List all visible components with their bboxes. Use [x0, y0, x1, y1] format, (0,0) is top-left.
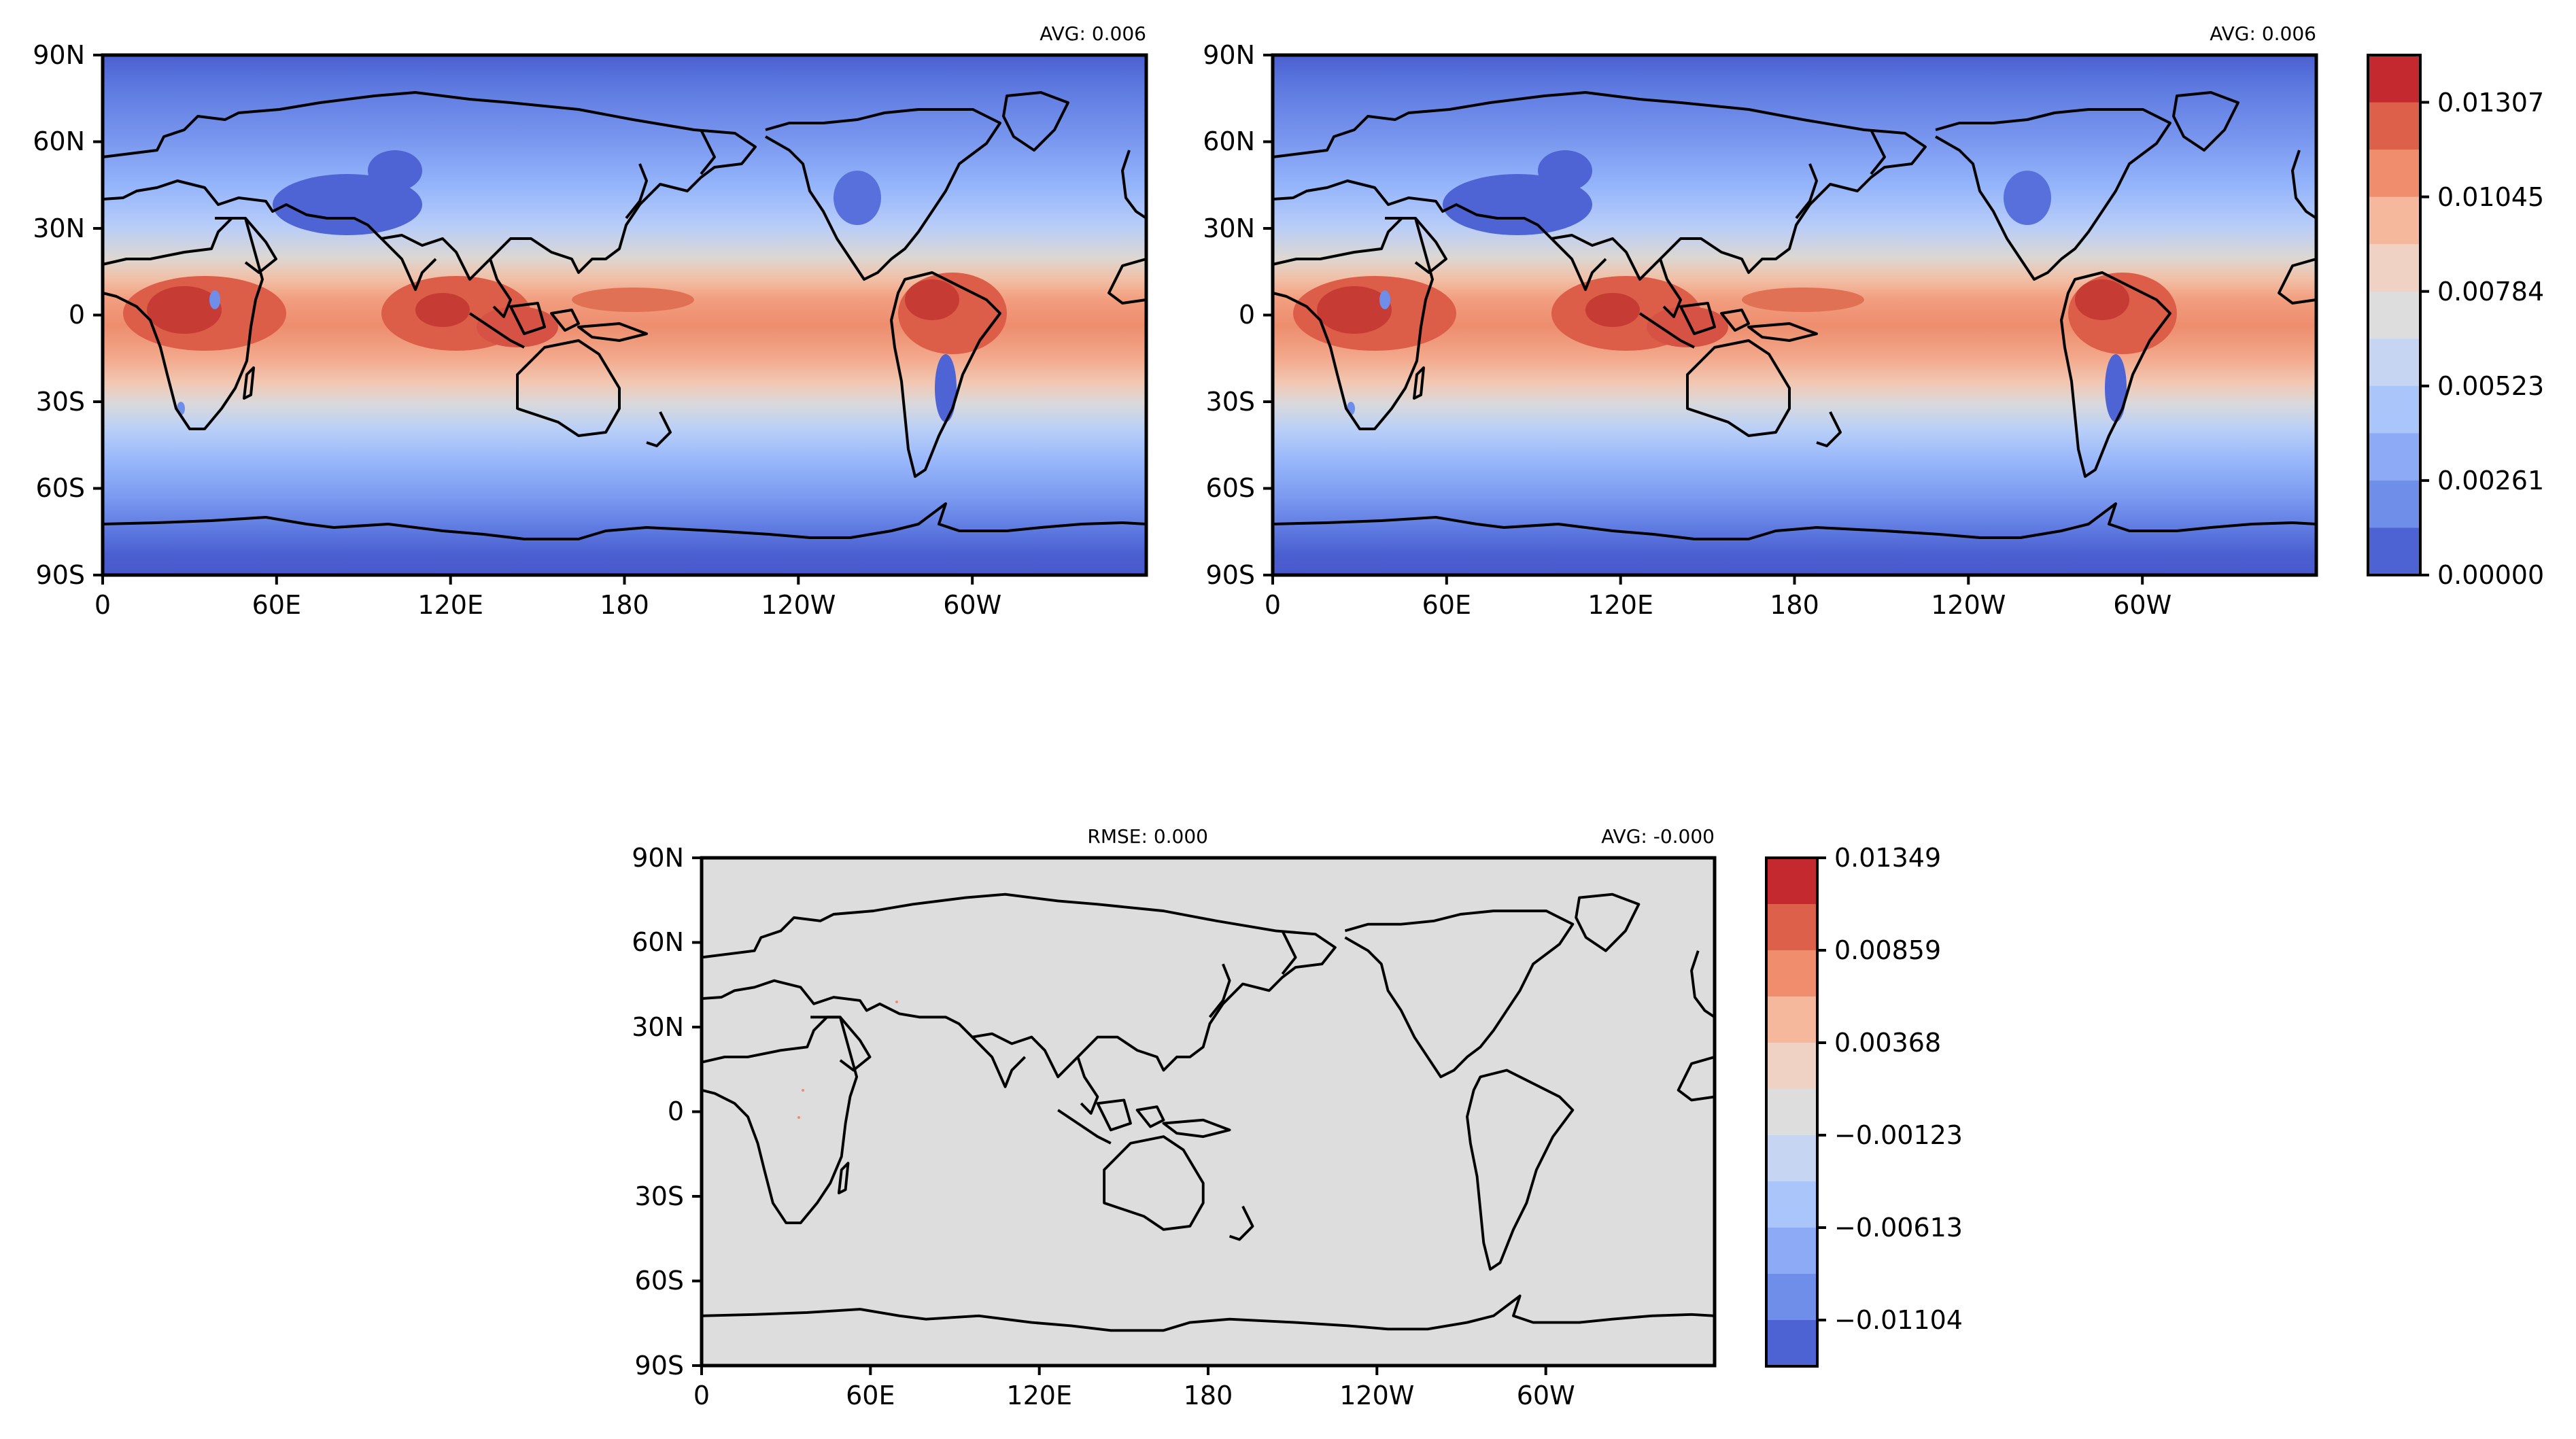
x-tick-label: 60W: [1517, 1381, 1575, 1410]
x-tick-label: 120E: [417, 590, 483, 620]
colorbar-swatch: [2368, 291, 2420, 339]
panel-top-right: AVG: 0.006 90N 60N 30N 0 30S 60S 90S 0 6: [1203, 22, 2318, 620]
colorbar-swatch: [1766, 1043, 1817, 1090]
x-tick-label: 60E: [1422, 590, 1471, 620]
y-tick-label: 90N: [632, 843, 684, 873]
colorbar-tick-label: 0.01349: [1834, 843, 1941, 873]
x-tick-label: 180: [1770, 590, 1819, 620]
colorbar-swatch: [2368, 480, 2420, 529]
y-tick-label: 60N: [1203, 126, 1255, 156]
colorbar-frame: [1765, 856, 1819, 1368]
colorbar-swatch: [2368, 102, 2420, 150]
y-tick-label: 30S: [36, 387, 85, 417]
y-tick-label: 90S: [1206, 560, 1255, 590]
x-tick-label: 60E: [846, 1381, 895, 1410]
colorbar-tick-label: 0.00523: [2437, 371, 2544, 401]
y-tick-label: 90S: [36, 560, 85, 590]
panel-bottom-diff: RMSE: 0.000 AVG: -0.000 90N 60N 30N 0 30…: [632, 825, 1717, 1410]
y-tick-label: 60S: [36, 473, 85, 503]
diff-speck: [895, 1001, 898, 1003]
y-tick-label: 0: [1239, 300, 1255, 330]
colorbar-tick-label: 0.00368: [1834, 1028, 1941, 1058]
map-field: [702, 858, 1715, 1366]
bottom-colorbar: 0.01349 0.00859 0.00368 −0.00123 −0.0061…: [1765, 843, 1963, 1368]
colorbar-swatch: [2368, 150, 2420, 198]
y-tick-label: 30N: [33, 213, 85, 243]
x-axis: 0 60E 120E 180 120W 60W: [693, 1366, 1575, 1410]
colorbar-swatch: [2368, 339, 2420, 387]
x-axis: 0 60E 120E 180 120W 60W: [95, 575, 1001, 620]
colorbar-tick-label: 0.01045: [2437, 182, 2544, 212]
colorbar-swatches: [2368, 55, 2420, 576]
y-tick-label: 60N: [33, 126, 85, 156]
x-tick-label: 60E: [252, 590, 301, 620]
y-tick-label: 60S: [635, 1266, 684, 1296]
colorbar-swatch: [1766, 1181, 1817, 1228]
colorbar-swatches: [1766, 858, 1817, 1367]
annotation-avg: AVG: 0.006: [2210, 22, 2316, 45]
y-tick-label: 30S: [635, 1181, 684, 1211]
y-tick-label: 90S: [635, 1351, 684, 1381]
colorbar-frame: [2367, 54, 2422, 576]
y-tick-label: 30N: [632, 1012, 684, 1042]
colorbar-swatch: [1766, 1320, 1817, 1367]
diff-speck: [802, 1089, 804, 1092]
colorbar-swatch: [1766, 950, 1817, 997]
colorbar-tick-label: −0.01104: [1834, 1305, 1963, 1335]
y-tick-label: 90N: [33, 40, 85, 70]
y-tick-label: 30N: [1203, 213, 1255, 243]
colorbar-swatch: [2368, 244, 2420, 292]
x-tick-label: 0: [95, 590, 111, 620]
colorbar-tick-label: −0.00123: [1834, 1120, 1963, 1150]
annotation-avg: AVG: -0.000: [1601, 825, 1715, 848]
x-tick-label: 180: [600, 590, 649, 620]
x-tick-label: 60W: [2113, 590, 2171, 620]
colorbar-swatch: [1766, 858, 1817, 905]
top-colorbar: 0.01307 0.01045 0.00784 0.00523 0.00261 …: [2367, 54, 2544, 590]
x-axis: 0 60E 120E 180 120W 60W: [1265, 575, 2171, 620]
colorbar-swatch: [1766, 1089, 1817, 1136]
colorbar-swatch: [1766, 1135, 1817, 1182]
y-tick-label: 60N: [632, 927, 684, 957]
colorbar-swatch: [1766, 1274, 1817, 1321]
y-tick-label: 60S: [1206, 473, 1255, 503]
y-axis: 90N 60N 30N 0 30S 60S 90S: [33, 40, 103, 590]
x-tick-label: 120E: [1587, 590, 1653, 620]
annotation-rmse: RMSE: 0.000: [1087, 825, 1208, 848]
x-tick-label: 180: [1184, 1381, 1233, 1410]
y-tick-label: 0: [668, 1096, 684, 1126]
colorbar-swatch: [2368, 433, 2420, 481]
x-tick-label: 120E: [1006, 1381, 1072, 1410]
x-tick-label: 120W: [761, 590, 836, 620]
colorbar-swatch: [2368, 385, 2420, 434]
colorbar-swatch: [1766, 996, 1817, 1043]
x-tick-label: 120W: [1931, 590, 2006, 620]
y-tick-label: 30S: [1206, 387, 1255, 417]
x-tick-label: 60W: [943, 590, 1001, 620]
colorbar-swatch: [2368, 55, 2420, 103]
colorbar-tick-label: 0.00000: [2437, 560, 2544, 590]
y-tick-label: 90N: [1203, 40, 1255, 70]
colorbar-swatch: [2368, 196, 2420, 245]
y-axis: 90N 60N 30N 0 30S 60S 90S: [632, 843, 702, 1381]
diff-speck: [797, 1116, 800, 1119]
x-tick-label: 0: [1265, 590, 1281, 620]
panel-top-left: AVG: 0.006 90N 60N 30N 0 30S 60S 90S 0 6: [33, 22, 1148, 620]
colorbar-tick-label: 0.00261: [2437, 466, 2544, 496]
colorbar-swatch: [1766, 1228, 1817, 1275]
annotation-avg: AVG: 0.006: [1040, 22, 1146, 45]
colorbar-swatch: [2368, 527, 2420, 576]
y-axis: 90N 60N 30N 0 30S 60S 90S: [1203, 40, 1273, 590]
x-tick-label: 0: [693, 1381, 710, 1410]
colorbar-tick-label: 0.00784: [2437, 277, 2544, 307]
colorbar-tick-label: −0.00613: [1834, 1213, 1963, 1243]
y-tick-label: 0: [69, 300, 85, 330]
colorbar-tick-label: 0.01307: [2437, 88, 2544, 118]
x-tick-label: 120W: [1339, 1381, 1414, 1410]
colorbar-tick-label: 0.00859: [1834, 935, 1941, 965]
colorbar-swatch: [1766, 904, 1817, 951]
